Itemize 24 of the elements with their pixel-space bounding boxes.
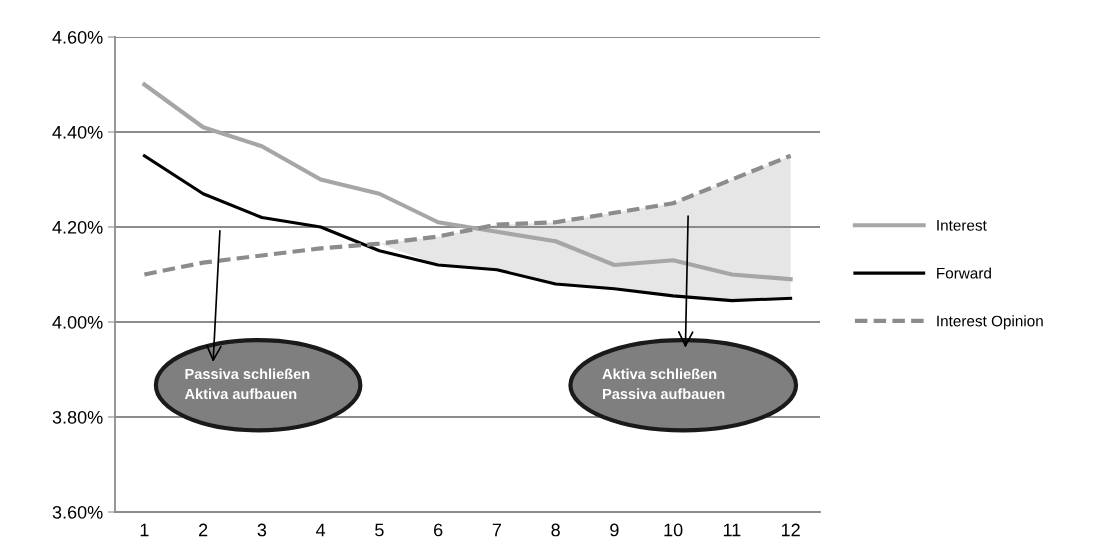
x-tick-label: 3	[257, 523, 267, 537]
y-tick-label: 3.80%	[52, 410, 103, 424]
x-tick-label: 6	[434, 523, 443, 537]
y-tick-label: 4.60%	[52, 30, 103, 44]
legend-label: Interest Opinion	[937, 315, 1043, 330]
y-tick-label: 3.60%	[52, 505, 103, 519]
annotation: Passiva schließen Aktiva aufbauen	[184, 368, 310, 400]
line-series	[142, 82, 793, 282]
x-tick-label: 8	[551, 523, 560, 537]
x-tick-label: 9	[610, 523, 619, 537]
y-tick-label: 4.00%	[52, 315, 103, 329]
x-tick-label: 11	[723, 523, 741, 537]
x-tick-label: 7	[492, 523, 501, 537]
x-tick-label: 12	[781, 523, 800, 537]
y-tick-label: 4.40%	[52, 125, 103, 139]
annotation: Aktiva schließen Passiva aufbauen	[602, 368, 725, 400]
legend-label: Interest	[937, 220, 987, 231]
y-tick-label: 4.20%	[52, 220, 103, 234]
legend-label: Forward	[937, 267, 991, 279]
x-tick-label: 4	[316, 523, 326, 537]
x-tick-label: 1	[140, 523, 149, 537]
x-tick-label: 10	[664, 523, 683, 537]
x-tick-label: 5	[375, 523, 384, 537]
x-tick-label: 2	[199, 523, 208, 537]
